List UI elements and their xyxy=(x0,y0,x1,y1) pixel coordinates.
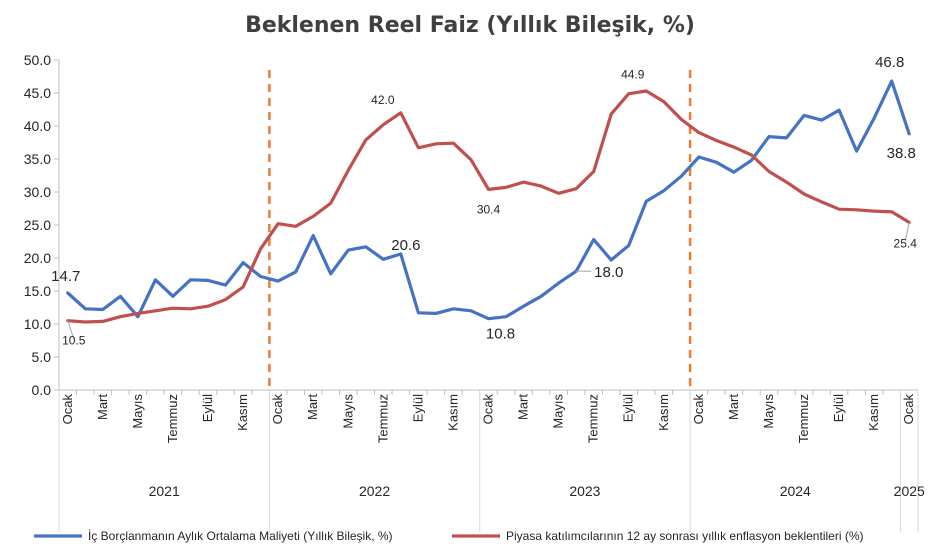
y-tick-label: 50.0 xyxy=(24,52,51,68)
inflation-expectation-line xyxy=(66,89,911,324)
legend-label: İç Borçlanmanın Aylık Ortalama Maliyeti … xyxy=(88,529,393,543)
domestic-borrowing-cost-line xyxy=(66,79,911,321)
y-tick-label: 10.0 xyxy=(24,316,51,332)
period-separators xyxy=(268,70,692,390)
x-tick-label: Eylül xyxy=(831,394,846,422)
data-label-leader xyxy=(67,320,75,339)
x-tick-label: Mart xyxy=(95,394,110,420)
series-lines xyxy=(66,79,911,324)
year-label: 2022 xyxy=(359,483,390,499)
x-tick-label: Mart xyxy=(516,394,531,420)
y-tick-label: 35.0 xyxy=(24,151,51,167)
x-tick-label: Kasım xyxy=(445,394,460,431)
x-tick-label: Mart xyxy=(726,394,741,420)
x-tick-label: Ocak xyxy=(60,394,75,425)
y-tick-label: 45.0 xyxy=(24,85,51,101)
x-tick-label: Eylül xyxy=(621,394,636,422)
x-tick-label: Temmuz xyxy=(586,394,601,443)
y-tick-label: 30.0 xyxy=(24,184,51,200)
data-label: 10.8 xyxy=(486,326,515,343)
x-tick-label: Eylül xyxy=(200,394,215,422)
y-tick-label: 20.0 xyxy=(24,250,51,266)
legend-label: Piyasa katılımcılarının 12 ay sonrası yı… xyxy=(506,529,863,543)
y-tick-label: 5.0 xyxy=(32,349,52,365)
y-tick-label: 25.0 xyxy=(24,217,51,233)
year-label: 2024 xyxy=(780,483,811,499)
x-tick-label: Temmuz xyxy=(375,394,390,443)
x-tick-label: Kasım xyxy=(866,394,881,431)
data-label-leader xyxy=(904,222,910,242)
data-label: 46.8 xyxy=(875,54,904,71)
data-label: 25.4 xyxy=(894,236,918,250)
axes: 0.0 5.0 10.0 15.0 20.0 25.0 30.0 35.0 40.0 45.0 50… xyxy=(24,52,925,532)
x-tick-label: Eylül xyxy=(410,394,425,422)
data-label: 10.5 xyxy=(62,334,86,348)
data-label: 44.9 xyxy=(621,68,645,82)
data-label: 38.8 xyxy=(887,145,916,162)
year-label: 2021 xyxy=(149,483,180,499)
data-labels: 14.7 20.6 10.8 18.0 46.8 38.8 10.5 42.0 30.4 44.9… xyxy=(51,54,917,348)
x-tick-label: Ocak xyxy=(481,394,496,425)
x-tick-label: Mayıs xyxy=(551,394,566,429)
y-tick-label: 15.0 xyxy=(24,283,51,299)
x-tick-label: Ocak xyxy=(901,394,916,425)
x-tick-label: Mayıs xyxy=(130,394,145,429)
year-label: 2025 xyxy=(894,483,925,499)
y-tick-label: 40.0 xyxy=(24,118,51,134)
x-tick-label: Kasım xyxy=(656,394,671,431)
x-tick-label: Ocak xyxy=(270,394,285,425)
x-tick-label: Mayıs xyxy=(340,394,355,429)
x-tick-label: Mart xyxy=(305,394,320,420)
chart-title: Beklenen Reel Faiz (Yıllık Bileşik, %) xyxy=(245,13,695,38)
data-label: 42.0 xyxy=(371,93,395,107)
data-label: 18.0 xyxy=(594,264,623,281)
data-label: 14.7 xyxy=(51,268,80,285)
y-tick-label: 0.0 xyxy=(32,382,52,398)
x-tick-label: Ocak xyxy=(691,394,706,425)
year-label: 2023 xyxy=(569,483,600,499)
x-tick-label: Temmuz xyxy=(165,394,180,443)
x-tick-label: Mayıs xyxy=(761,394,776,429)
x-tick-label: Kasım xyxy=(235,394,250,431)
legend: İç Borçlanmanın Aylık Ortalama Maliyeti … xyxy=(34,529,863,543)
data-label: 20.6 xyxy=(391,237,420,254)
data-label: 30.4 xyxy=(477,202,501,216)
x-tick-label: Temmuz xyxy=(796,394,811,443)
